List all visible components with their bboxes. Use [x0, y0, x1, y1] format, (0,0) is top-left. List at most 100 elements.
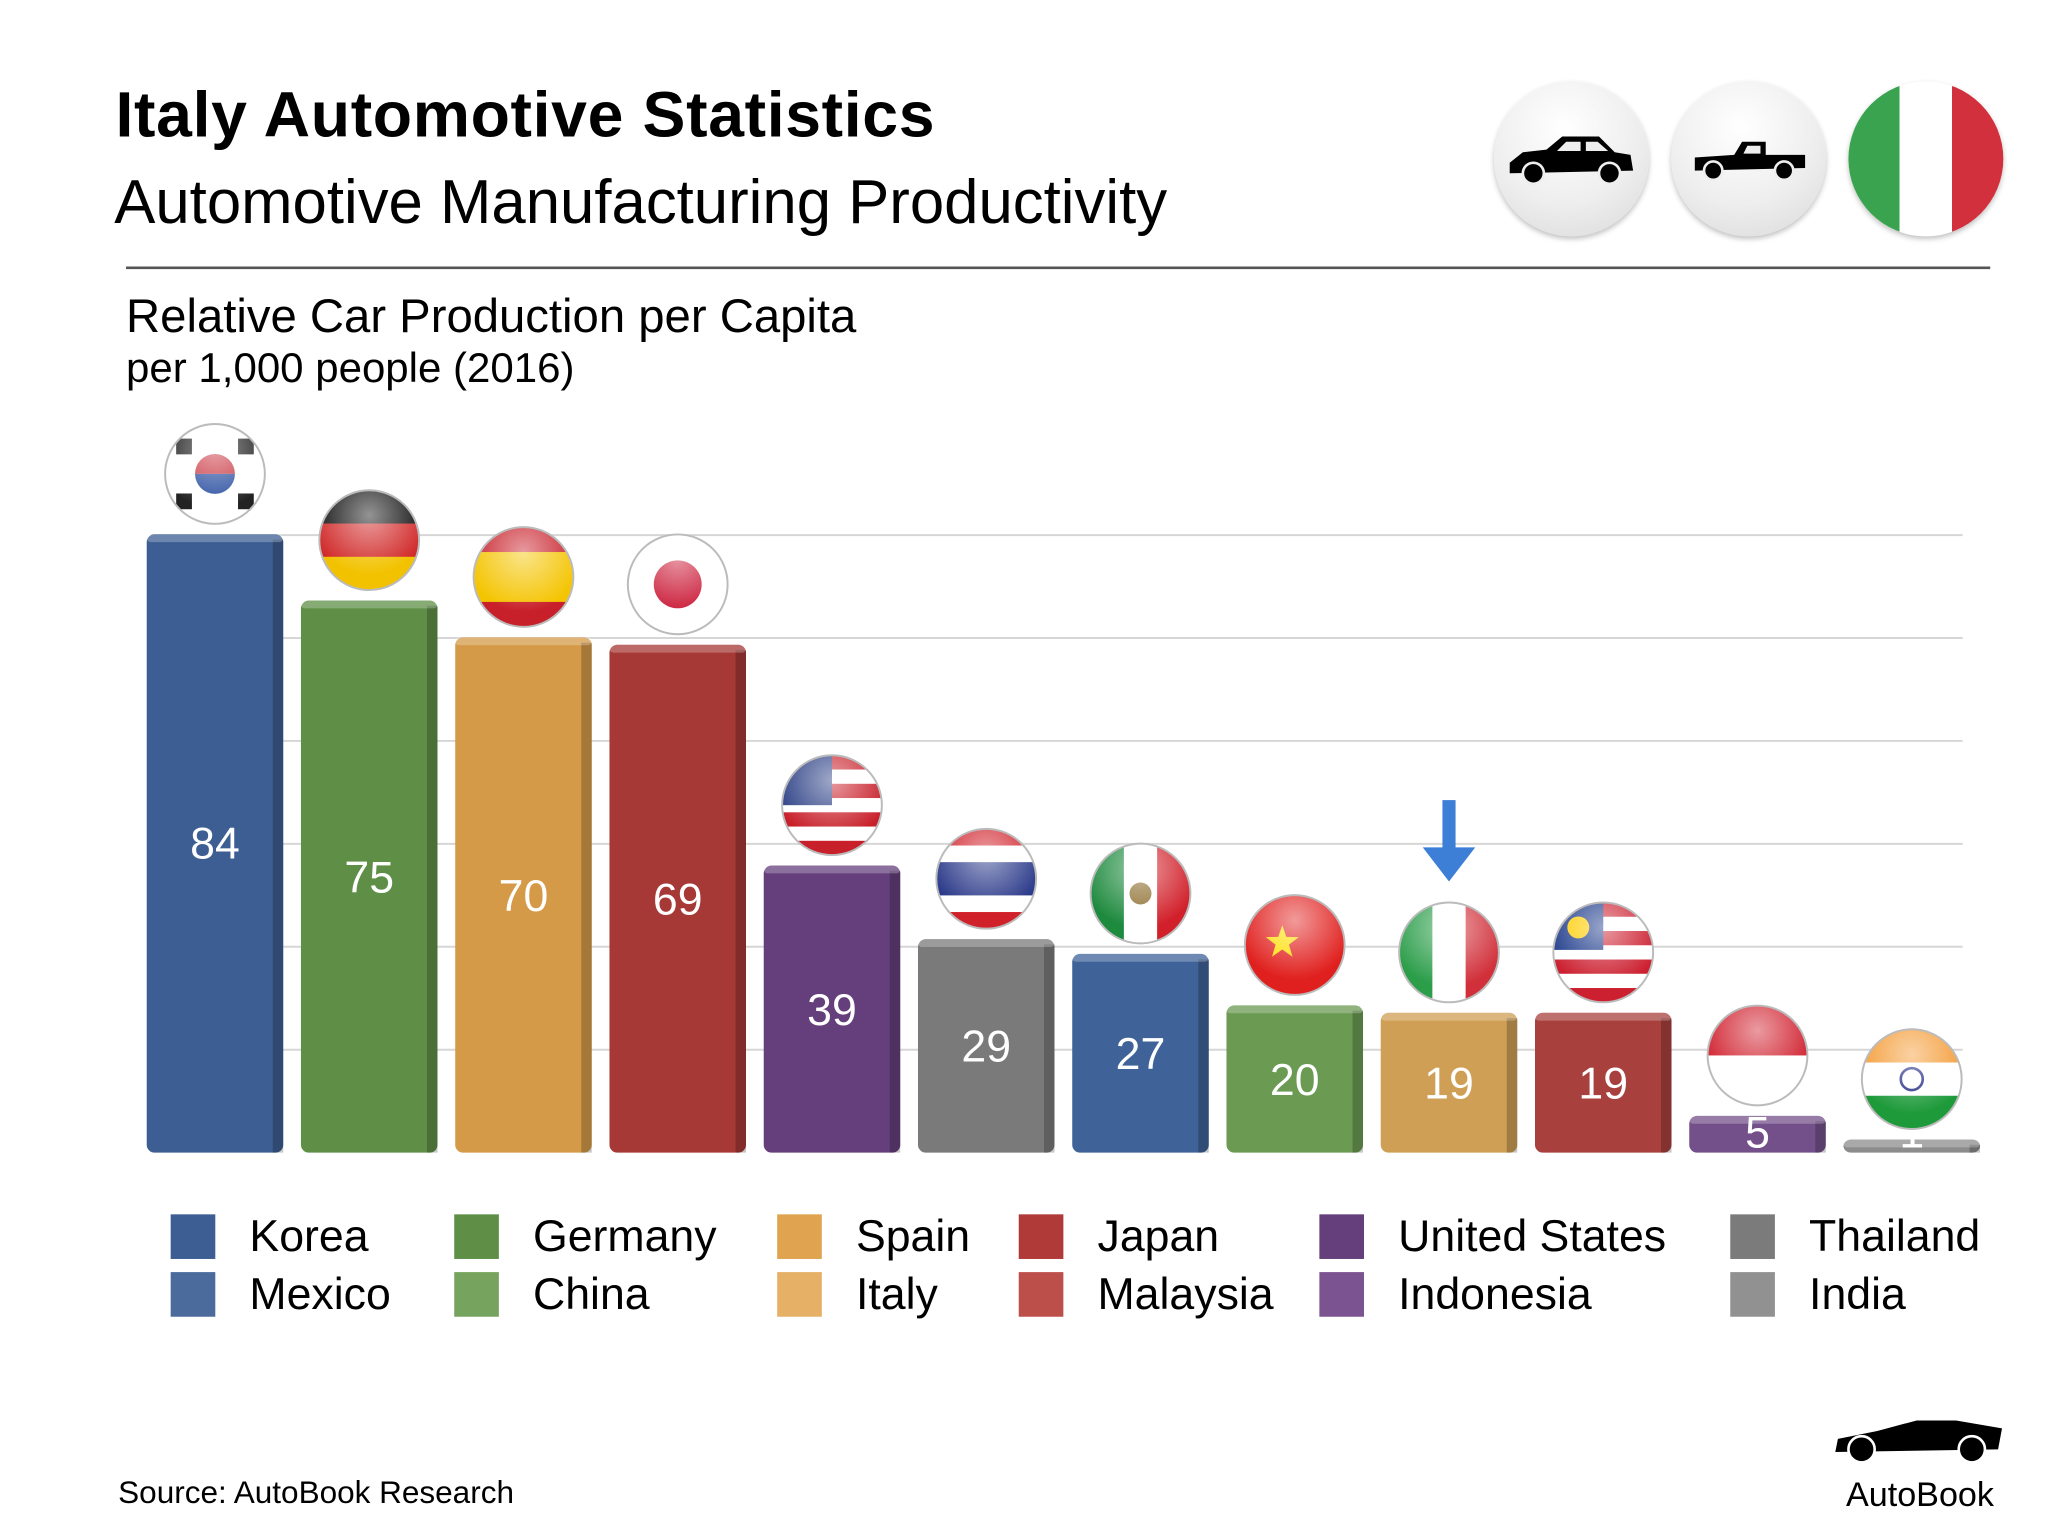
bar-top	[917, 939, 1055, 948]
usa-flag-icon	[781, 754, 883, 857]
legend-item: India	[1730, 1268, 1906, 1319]
bar-side	[272, 539, 284, 1153]
bar-korea: 84	[146, 534, 284, 1153]
bar-italy: 19	[1380, 1012, 1518, 1153]
car-icon	[1493, 81, 1649, 237]
legend-swatch	[1730, 1214, 1775, 1259]
bar	[1689, 1115, 1826, 1153]
bar-side	[889, 870, 901, 1153]
legend-swatch	[454, 1272, 499, 1317]
legend-swatch	[170, 1214, 216, 1259]
legend-swatch	[1319, 1272, 1364, 1317]
bar	[300, 600, 438, 1153]
bar	[1843, 1139, 1981, 1153]
legend-label: Germany	[532, 1211, 717, 1261]
data-label: 39	[807, 986, 857, 1035]
bar-thailand: 29	[917, 939, 1055, 1153]
bar	[146, 534, 284, 1153]
legend-item: Japan	[1018, 1211, 1219, 1261]
bar-side	[581, 642, 592, 1153]
bar-top	[1380, 1012, 1518, 1021]
bar-malaysia: 19	[1534, 1012, 1672, 1153]
bar-side	[1815, 1121, 1826, 1153]
bar	[455, 637, 592, 1153]
legend-swatch	[777, 1214, 822, 1259]
bar-side	[426, 605, 438, 1153]
bar-top	[1843, 1139, 1981, 1148]
bar-united-states: 39	[763, 865, 901, 1153]
bar	[1534, 1012, 1672, 1153]
data-label: 19	[1424, 1059, 1474, 1108]
bar-indonesia: 5	[1689, 1108, 1826, 1157]
bar-side	[1044, 944, 1055, 1153]
spain-flag-icon	[472, 526, 575, 628]
thailand-flag-icon	[935, 827, 1038, 930]
bar-side	[1969, 1144, 1981, 1153]
data-label: 5	[1745, 1108, 1770, 1157]
legend-item: Mexico	[170, 1269, 391, 1319]
legend-item: Italy	[777, 1269, 938, 1319]
bar	[609, 644, 746, 1153]
data-label: 27	[1116, 1030, 1166, 1079]
legend-swatch	[170, 1272, 216, 1317]
autobook-logo: AutoBook	[1825, 1415, 2015, 1515]
legend-label: India	[1809, 1268, 1906, 1319]
data-label: 29	[961, 1023, 1011, 1072]
bar-side	[1506, 1018, 1518, 1153]
bar-side	[1661, 1018, 1672, 1153]
legend-swatch	[777, 1272, 822, 1317]
bar	[1072, 953, 1209, 1153]
legend-label: Spain	[855, 1211, 971, 1261]
down-arrow-icon	[1422, 800, 1476, 882]
logo-text: AutoBook	[1845, 1474, 1994, 1514]
data-label: 69	[653, 875, 703, 924]
legend-label: Malaysia	[1097, 1268, 1274, 1319]
korea-flag-icon	[164, 423, 266, 525]
legend-item: China	[454, 1268, 650, 1319]
legend-item: Korea	[170, 1211, 369, 1261]
bar-china: 20	[1226, 1005, 1364, 1153]
legend-label: China	[532, 1268, 650, 1319]
italy-flag-icon	[1398, 901, 1500, 1004]
india-flag-icon	[1860, 1028, 1963, 1130]
bar-top	[455, 637, 592, 646]
source-note: Source: AutoBook Research	[118, 1475, 514, 1512]
bar-top	[1534, 1012, 1672, 1021]
sports-car-icon	[1835, 1420, 2003, 1464]
bar-top	[609, 644, 746, 653]
divider	[126, 266, 1991, 270]
bar	[917, 939, 1055, 1153]
legend-item: Spain	[777, 1211, 971, 1261]
bar-top	[763, 865, 901, 874]
bar-mexico: 27	[1072, 953, 1209, 1153]
legend-item: Germany	[454, 1211, 717, 1261]
legend-swatch	[1018, 1272, 1064, 1317]
page-subtitle: Automotive Manufacturing Productivity	[114, 166, 1168, 237]
bar	[1380, 1012, 1518, 1153]
indonesia-flag-icon	[1706, 1004, 1809, 1107]
bar-top	[146, 534, 284, 543]
data-label: 84	[190, 820, 240, 869]
mexico-flag-icon	[1089, 842, 1192, 945]
data-label: 19	[1578, 1059, 1628, 1108]
legend-item: Malaysia	[1018, 1268, 1274, 1319]
japan-flag-icon	[626, 533, 729, 636]
bar-spain: 70	[455, 637, 592, 1153]
bar-side	[1198, 959, 1209, 1153]
legend-swatch	[1319, 1214, 1364, 1259]
legend-item: United States	[1319, 1211, 1666, 1261]
bar-japan: 69	[609, 644, 746, 1153]
germany-flag-icon	[318, 489, 421, 592]
malaysia-flag-icon	[1552, 901, 1655, 1004]
bar-india: 1	[1843, 1108, 1981, 1157]
page-title: Italy Automotive Statistics	[115, 80, 936, 151]
legend-label: Thailand	[1809, 1211, 1981, 1261]
legend-swatch	[1730, 1272, 1775, 1317]
legend-item: Thailand	[1730, 1211, 1981, 1261]
bar-top	[300, 600, 438, 609]
bar-top	[1226, 1005, 1364, 1014]
bar-top	[1072, 953, 1209, 962]
legend-label: Indonesia	[1398, 1268, 1592, 1319]
